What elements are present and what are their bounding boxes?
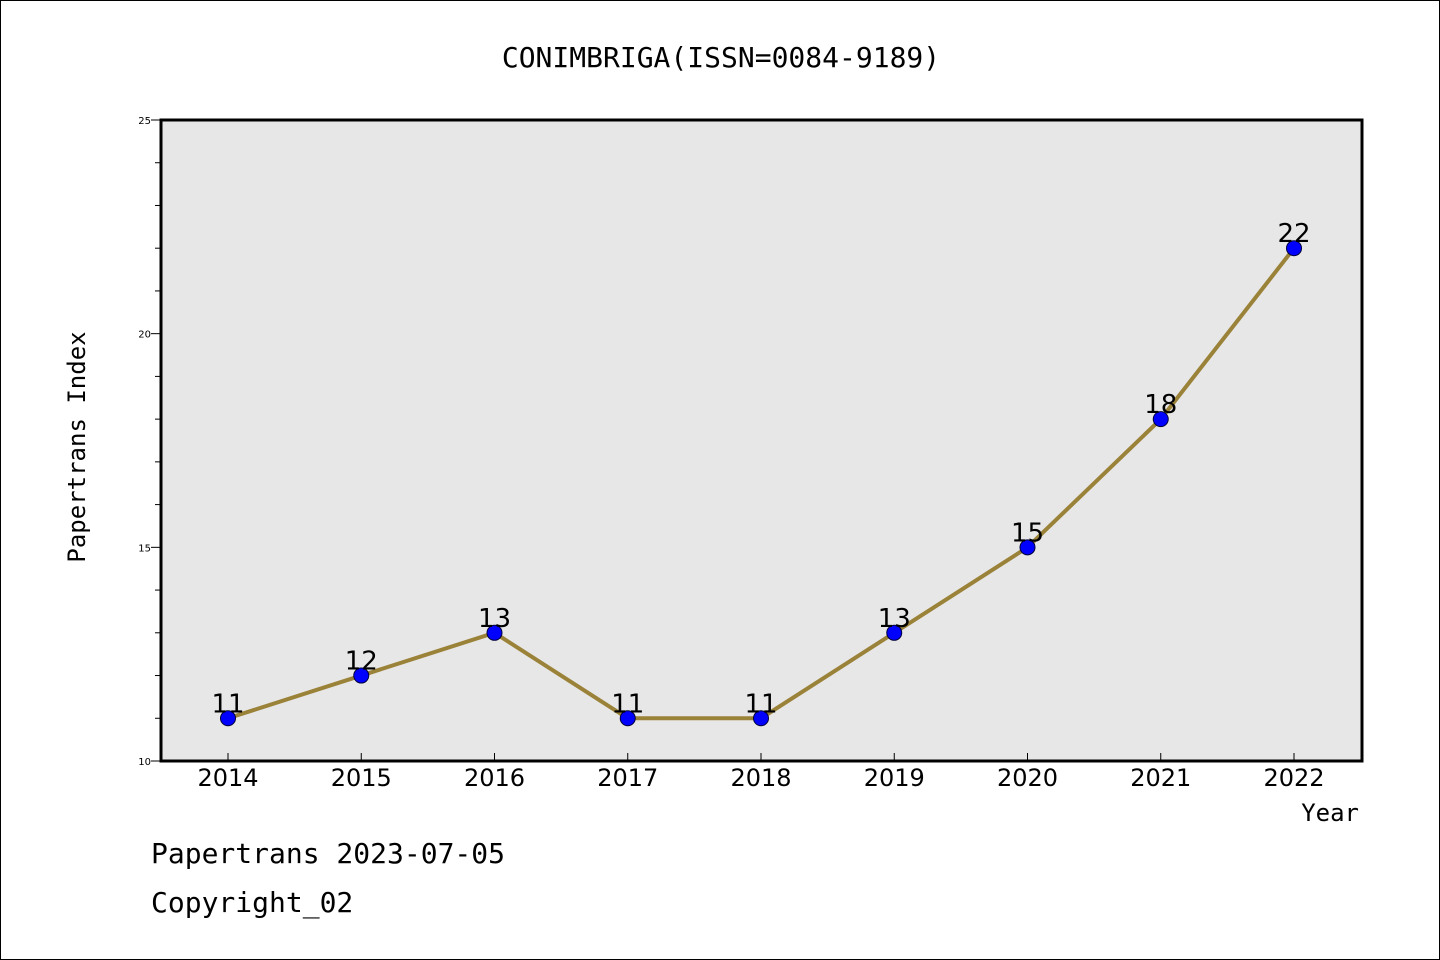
x-tick-label: 2021 — [1130, 764, 1191, 792]
data-label: 12 — [345, 647, 378, 677]
plot-area — [159, 118, 1364, 763]
data-point — [353, 667, 370, 684]
data-label: 13 — [878, 604, 911, 634]
data-labels: 11 12 13 11 11 13 15 18 22 — [211, 219, 1310, 719]
x-tick-label: 2014 — [197, 764, 258, 792]
data-markers — [220, 240, 1302, 727]
data-point — [753, 710, 769, 727]
data-point — [220, 710, 236, 727]
footer-date-line: Papertrans 2023-07-05 — [151, 837, 506, 870]
x-tick-label: 2017 — [597, 764, 658, 792]
data-label: 22 — [1277, 219, 1310, 249]
y-axis-label: Papertrans Index — [63, 331, 91, 562]
data-label: 13 — [478, 604, 511, 634]
data-label: 11 — [611, 689, 644, 719]
data-label: 11 — [744, 689, 777, 719]
y-tick-label: 20 — [138, 330, 151, 341]
x-axis-label: Year — [1301, 799, 1359, 827]
y-axis-ticks: 10 15 20 25 — [138, 116, 161, 768]
x-tick-label: 2022 — [1263, 764, 1324, 792]
x-axis-ticks: 2014 2015 2016 2017 2018 2019 2020 2021 2022 — [197, 753, 1325, 792]
x-tick-label: 2018 — [730, 764, 791, 792]
data-label: 15 — [1011, 518, 1044, 548]
data-label: 18 — [1144, 390, 1177, 420]
data-point — [1152, 411, 1169, 428]
data-point — [486, 624, 503, 641]
x-tick-label: 2019 — [864, 764, 925, 792]
footer-copyright-line: Copyright_02 — [151, 886, 354, 919]
x-tick-label: 2020 — [997, 764, 1058, 792]
data-point — [886, 624, 903, 641]
y-tick-label: 15 — [138, 543, 151, 554]
y-tick-label: 10 — [138, 757, 151, 768]
chart-title: CONIMBRIGA(ISSN=0084-9189) — [502, 41, 940, 74]
x-tick-label: 2016 — [464, 764, 525, 792]
x-tick-label: 2015 — [331, 764, 392, 792]
data-point — [1019, 539, 1036, 556]
data-point — [1286, 240, 1302, 257]
data-point — [619, 710, 636, 727]
y-tick-label: 25 — [138, 116, 151, 127]
data-label: 11 — [211, 689, 244, 719]
